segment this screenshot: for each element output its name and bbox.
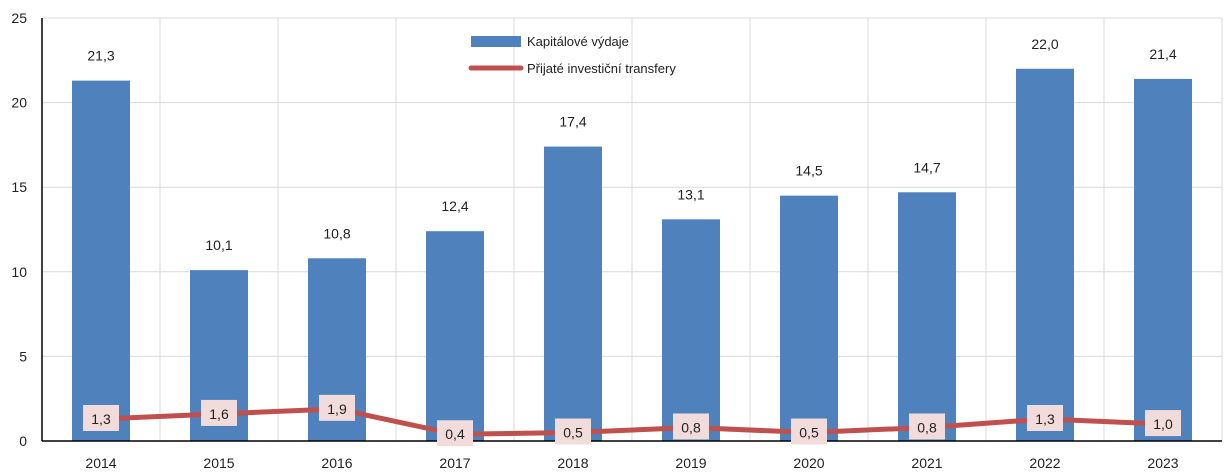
line-label-box — [1145, 410, 1181, 437]
line-data-label: 0,4 — [437, 420, 473, 447]
bar-data-label: 17,4 — [559, 114, 586, 130]
bar — [426, 231, 484, 441]
line-label-text: 1,6 — [209, 406, 229, 422]
x-tick-label: 2018 — [557, 455, 588, 471]
line-data-label: 0,8 — [673, 413, 709, 440]
bar-data-label: 13,1 — [677, 186, 704, 202]
line-data-labels: 1,3 1,6 1,9 0,4 0,5 0,8 0,5 0,8 1,3 1,0 — [83, 394, 1181, 447]
x-tick-label: 2020 — [793, 455, 824, 471]
line-label-box — [909, 413, 945, 440]
line-label-text: 1,0 — [1153, 416, 1173, 432]
line-data-label: 1,6 — [201, 399, 237, 426]
line-data-label: 1,3 — [1027, 405, 1063, 432]
line-label-box — [201, 399, 237, 426]
x-tick-label: 2022 — [1029, 455, 1060, 471]
x-tick-label: 2019 — [675, 455, 706, 471]
bar — [72, 80, 130, 441]
y-tick-label: 15 — [11, 179, 27, 195]
y-tick-label: 5 — [19, 348, 27, 364]
legend: Kapitálové výdaje Přijaté investiční tra… — [468, 34, 676, 76]
line-data-label: 1,9 — [319, 394, 355, 421]
x-tick-label: 2021 — [911, 455, 942, 471]
bar-data-label: 14,7 — [913, 159, 940, 175]
bar-data-label: 21,3 — [87, 48, 114, 64]
line-label-text: 0,5 — [799, 425, 819, 441]
y-tick-label: 10 — [11, 264, 27, 280]
bar — [898, 192, 956, 441]
line-data-label: 1,0 — [1145, 410, 1181, 437]
x-tick-labels: 2014 2015 2016 2017 2018 2019 2020 2021 2022 2023 — [85, 455, 1178, 471]
bar-data-label: 14,5 — [795, 163, 822, 179]
bar-data-label: 22,0 — [1031, 36, 1058, 52]
x-tick-label: 2017 — [439, 455, 470, 471]
bar — [780, 195, 838, 441]
line-label-text: 0,8 — [681, 419, 701, 435]
bar — [1134, 78, 1192, 442]
line-label-text: 0,8 — [917, 419, 937, 435]
line-data-label: 1,3 — [83, 405, 119, 432]
legend-label-bar: Kapitálové výdaje — [527, 34, 629, 49]
x-tick-label: 2023 — [1147, 455, 1178, 471]
line-label-box — [319, 394, 355, 421]
line-data-label: 0,8 — [909, 413, 945, 440]
line-label-box — [791, 418, 827, 445]
bar — [544, 146, 602, 442]
line-label-text: 1,3 — [91, 411, 111, 427]
legend-label-line: Přijaté investiční transfery — [527, 61, 676, 76]
x-tick-label: 2016 — [321, 455, 352, 471]
x-tick-label: 2014 — [85, 455, 116, 471]
legend-swatch-bar — [471, 36, 521, 47]
bar-data-label: 12,4 — [441, 198, 468, 214]
x-tick-label: 2015 — [203, 455, 234, 471]
line-label-box — [437, 420, 473, 447]
line-data-label: 0,5 — [791, 418, 827, 445]
line-label-box — [673, 413, 709, 440]
axes — [41, 18, 1222, 442]
line-label-box — [1027, 405, 1063, 432]
y-tick-label: 0 — [19, 433, 27, 449]
line-label-text: 1,3 — [1035, 411, 1055, 427]
line-path — [98, 406, 1166, 437]
bar-data-label: 10,1 — [205, 237, 232, 253]
bar — [662, 219, 720, 441]
line-label-box — [555, 418, 591, 445]
y-tick-label: 20 — [11, 95, 27, 111]
bar — [1016, 68, 1074, 441]
bar-data-labels: 21,3 10,1 10,8 12,4 17,4 13,1 14,5 14,7 22,0 21,4 — [87, 36, 1176, 253]
bar-data-label: 21,4 — [1149, 46, 1176, 62]
line-label-text: 1,9 — [327, 401, 347, 417]
line-label-box — [83, 405, 119, 432]
bar-data-label: 10,8 — [323, 225, 350, 241]
line-data-label: 0,5 — [555, 418, 591, 445]
line-label-text: 0,5 — [563, 425, 583, 441]
y-tick-labels: 0 5 10 15 20 25 — [11, 10, 27, 449]
y-tick-label: 25 — [11, 10, 27, 26]
line-label-text: 0,4 — [445, 426, 465, 442]
line-series — [98, 406, 1166, 437]
